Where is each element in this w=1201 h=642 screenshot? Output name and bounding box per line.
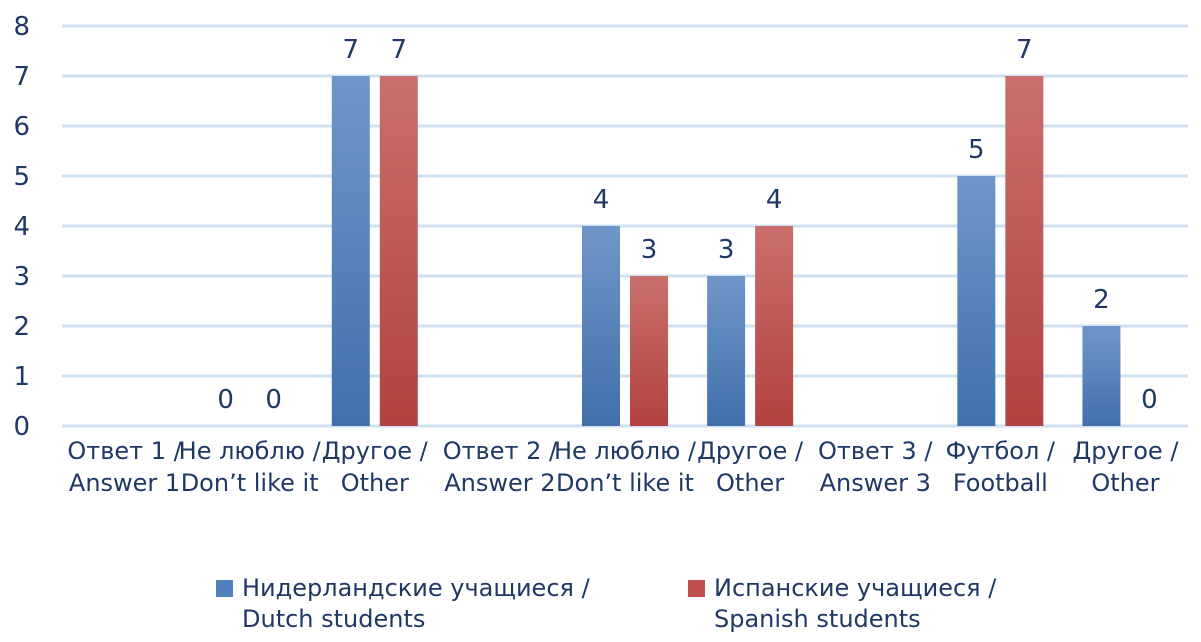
data-label: 3: [641, 235, 658, 265]
data-label: 4: [766, 185, 783, 215]
y-tick-label: 7: [13, 62, 30, 92]
bar-series-1-cat-9: [1082, 326, 1121, 426]
y-axis: 0 1 2 3 4 5 6 7 8: [13, 12, 30, 442]
data-label: 4: [593, 185, 610, 215]
legend-swatch: [216, 580, 233, 597]
data-label: 5: [968, 135, 985, 165]
x-tick-label: Другое / Other: [322, 437, 429, 497]
data-label: 0: [217, 385, 234, 415]
bars: [331, 76, 1121, 426]
x-tick-label: Ответ 1 /Answer 1: [67, 437, 182, 497]
legend-label: Нидерландские учащиеся / Dutch students: [242, 574, 591, 633]
y-tick-label: 5: [13, 162, 30, 192]
bar-series-2-cat-8: [1005, 76, 1044, 426]
data-label: 2: [1093, 285, 1110, 315]
data-label: 0: [265, 385, 282, 415]
x-tick-label: Ответ 2 /Answer 2: [443, 437, 558, 497]
legend: Нидерландские учащиеся / Dutch students Ис…: [216, 574, 997, 633]
bar-series-1-cat-6: [707, 276, 746, 426]
y-tick-label: 4: [13, 212, 30, 242]
data-label: 7: [343, 35, 360, 65]
y-tick-label: 0: [13, 412, 30, 442]
x-tick-label: Не люблю / Don’t like it: [554, 437, 697, 497]
y-tick-label: 2: [13, 312, 30, 342]
data-label: 3: [718, 235, 735, 265]
bar-series-2-cat-6: [755, 226, 794, 426]
legend-label: Испанские учащиеся / Spanish students: [714, 574, 997, 633]
bar-series-1-cat-3: [331, 76, 370, 426]
data-label: 0: [1141, 385, 1158, 415]
data-label: 7: [391, 35, 408, 65]
legend-swatch: [688, 580, 705, 597]
x-tick-label: Не люблю / Don’t like it: [179, 437, 322, 497]
data-label: 7: [1016, 35, 1033, 65]
y-tick-label: 1: [13, 362, 30, 392]
x-tick-label: Футбол / Football: [946, 437, 1056, 497]
bar-series-2-cat-3: [379, 76, 418, 426]
y-tick-label: 6: [13, 112, 30, 142]
bar-series-1-cat-5: [582, 226, 620, 426]
bar-series-1-cat-8: [957, 176, 996, 426]
y-tick-label: 3: [13, 262, 30, 292]
x-axis: Ответ 1 /Answer 1Не люблю / Don’t like it…: [67, 437, 1179, 497]
gridlines: [62, 24, 1188, 428]
bar-series-2-cat-5: [630, 276, 668, 426]
x-tick-label: Другое / Other: [697, 437, 804, 497]
x-tick-label: Ответ 3 /Answer 3: [818, 437, 933, 497]
x-tick-label: Другое / Other: [1072, 437, 1179, 497]
data-labels: 0 7 4 3 5 2 0 7 3 4 7 0: [217, 35, 1157, 415]
y-tick-label: 8: [13, 12, 30, 42]
